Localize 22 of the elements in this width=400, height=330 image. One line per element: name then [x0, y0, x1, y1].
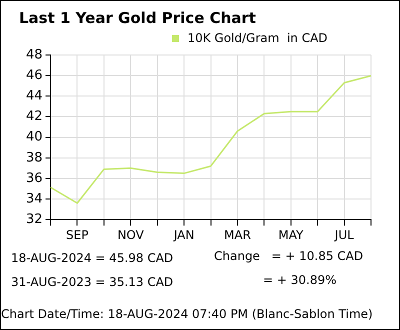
x-tick-label: MAR [224, 228, 251, 242]
text: 18-AUG-2024 = 45.98 CAD [11, 251, 174, 265]
y-tick-label: 34 [26, 191, 43, 206]
y-tick-label: 32 [26, 212, 43, 227]
y-tick-label: 40 [26, 130, 43, 145]
y-tick-label: 48 [26, 47, 43, 62]
y-tick-label: 46 [26, 68, 43, 83]
y-tick-label: 36 [26, 170, 43, 186]
x-tick-label: JAN [172, 228, 194, 242]
text: = + 30.89% [263, 273, 336, 287]
x-tick-label: SEP [66, 228, 88, 242]
text: 31-AUG-2023 = 35.13 CAD [11, 275, 174, 289]
y-tick-label: 42 [26, 109, 43, 124]
x-tick-label: MAY [278, 228, 304, 242]
text: Change = + 10.85 CAD [214, 249, 364, 263]
y-tick-label: 44 [26, 88, 43, 104]
chart-title: Last 1 Year Gold Price Chart [19, 9, 256, 27]
y-tick-label: 38 [26, 150, 43, 166]
text: Chart Date/Time: 18-AUG-2024 07:40 PM (Blanc-Sablon Time) [1, 307, 373, 321]
x-tick-label: JUL [334, 228, 354, 242]
x-tick-label: NOV [117, 228, 145, 242]
legend-label: 10K Gold/Gram in CAD [187, 31, 328, 45]
